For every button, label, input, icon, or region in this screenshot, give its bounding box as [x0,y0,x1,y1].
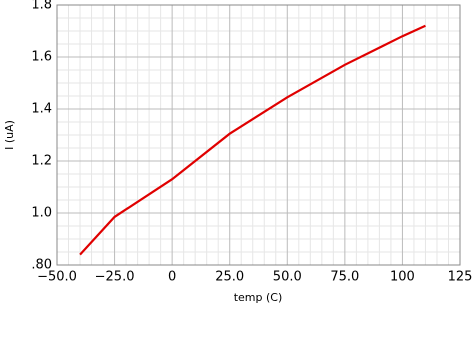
y-tick-label: 1.2 [31,154,52,169]
y-tick-label: 1.8 [31,0,52,13]
x-tick-label: 100 [390,270,415,285]
plot-frame [56,4,461,266]
x-tick-label: −25.0 [95,270,135,285]
x-tick-label: 0 [168,270,176,285]
x-tick-label: 125 [448,270,473,285]
y-tick-label: 1.6 [31,50,52,65]
y-axis-label: I (uA) [3,120,16,150]
y-tick-label: .80 [31,258,52,273]
x-axis-label: temp (C) [234,291,283,304]
series-line [79,24,426,256]
y-tick-label: 1.0 [31,206,52,221]
x-tick-label: 75.0 [330,270,359,285]
x-tick-label: 50.0 [273,270,302,285]
x-tick-label: −50.0 [37,270,77,285]
x-tick-label: 25.0 [215,270,244,285]
y-tick-label: 1.4 [31,102,52,117]
